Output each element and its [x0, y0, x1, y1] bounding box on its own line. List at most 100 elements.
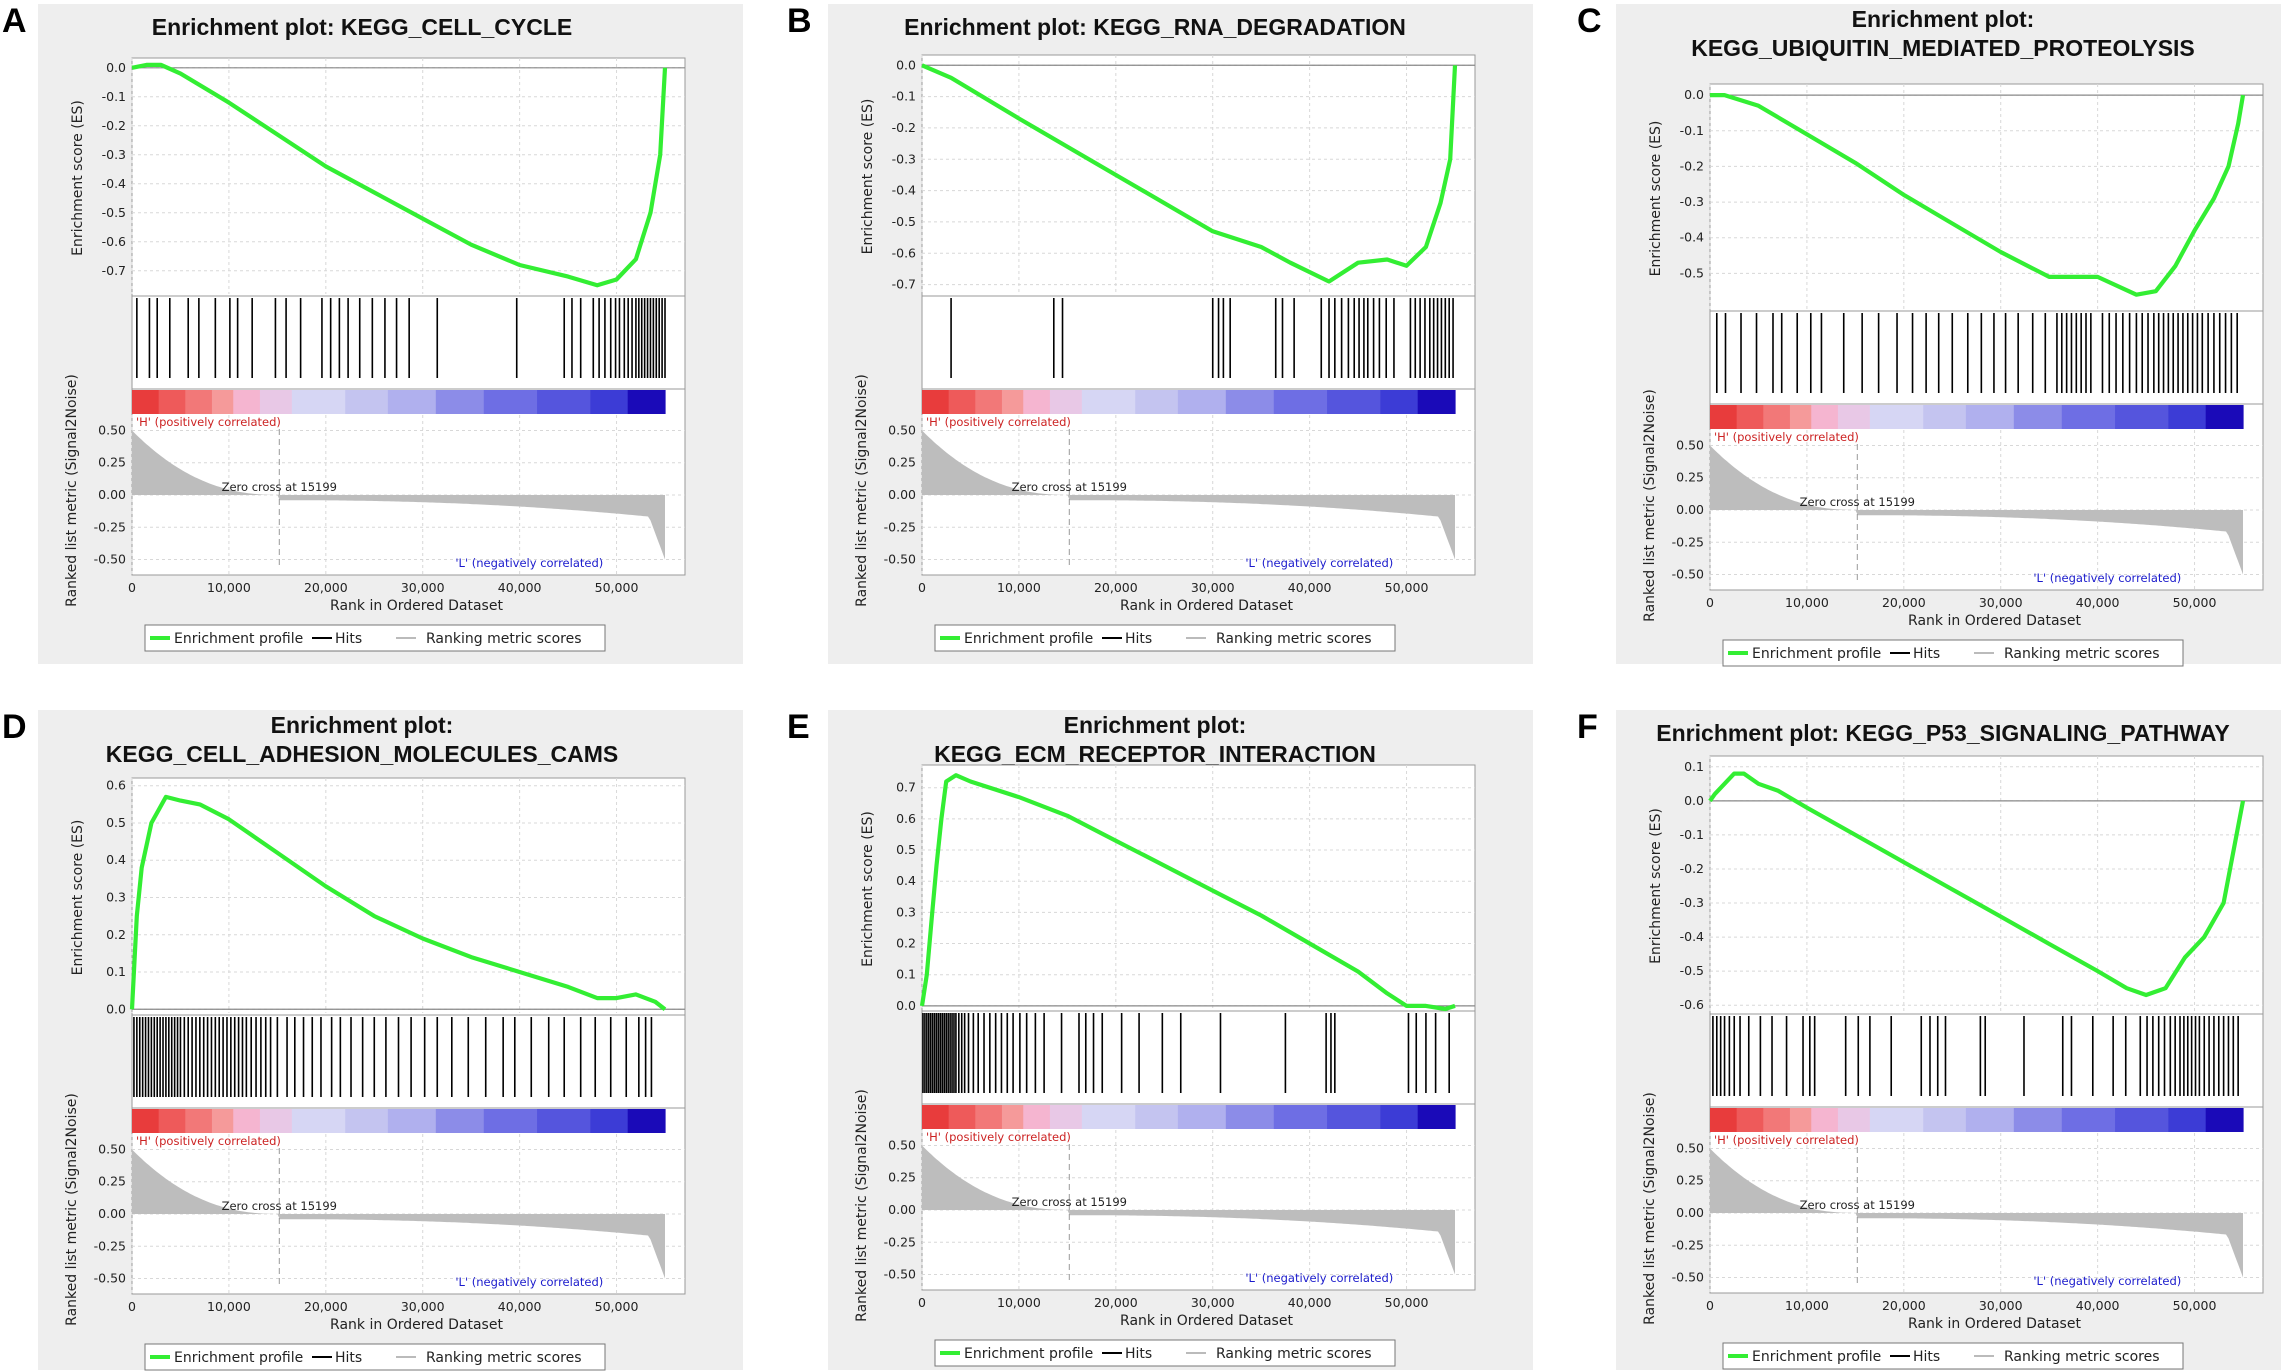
enrichment-profile-line [1710, 93, 2246, 297]
x-tick-label: 0 [1706, 1298, 1714, 1313]
legend-metric-label: Ranking metric scores [426, 631, 582, 647]
zero-cross-label: Zero cross at 15199 [1012, 1195, 1127, 1209]
es-tick-label: -0.7 [102, 263, 126, 278]
x-tick-label: 10,000 [207, 580, 251, 595]
metric-axis-label: Ranked list metric (Signal2Noise) [64, 1093, 80, 1326]
enrichment-profile-line [1708, 771, 2246, 998]
legend-metric-label: Ranking metric scores [426, 1350, 582, 1366]
heatmap-block [259, 390, 293, 414]
es-tick-label: 0.0 [1684, 793, 1704, 808]
heatmap-block [1001, 1105, 1024, 1129]
heatmap-block [233, 390, 261, 414]
x-tick-label: 50,000 [595, 1299, 639, 1314]
heatmap-block [291, 1109, 346, 1133]
heatmap-block [2061, 1108, 2116, 1132]
metric-tick-label: 0.50 [1676, 437, 1704, 452]
neg-correlated-label: 'L' (negatively correlated) [1245, 556, 1393, 570]
heatmap-block [1789, 405, 1812, 429]
metric-tick-label: 0.00 [1676, 1205, 1704, 1220]
es-tick-label: -0.3 [892, 151, 916, 166]
heatmap-block [1811, 1108, 1839, 1132]
es-tick-label: -0.4 [892, 183, 916, 198]
x-tick-label: 20,000 [1094, 580, 1138, 595]
heatmap-block [291, 390, 346, 414]
metric-axis-label: Ranked list metric (Signal2Noise) [64, 374, 80, 607]
heatmap-block [1380, 1105, 1419, 1129]
legend-enrichment-label: Enrichment profile [174, 1350, 303, 1366]
neg-correlated-label: 'L' (negatively correlated) [455, 556, 603, 570]
es-tick-label: -0.2 [892, 120, 916, 135]
es-tick-label: 0.1 [1684, 759, 1704, 774]
chart-title: Enrichment plot: KEGG_P53_SIGNALING_PATH… [1656, 720, 2229, 746]
heatmap-block [1023, 1105, 1051, 1129]
x-axis-label: Rank in Ordered Dataset [330, 1317, 503, 1333]
heatmap-block [537, 390, 591, 414]
x-axis-label: Rank in Ordered Dataset [1908, 613, 2081, 629]
ranking-metric-area [132, 1149, 665, 1279]
metric-tick-label: -0.25 [1672, 534, 1704, 549]
es-tick-label: -0.6 [892, 245, 916, 260]
es-tick-label: 0.0 [106, 1001, 126, 1016]
metric-tick-label: -0.25 [884, 1234, 916, 1249]
es-tick-label: 0.0 [1684, 87, 1704, 102]
zero-cross-label: Zero cross at 15199 [222, 1199, 337, 1213]
x-tick-label: 0 [128, 580, 136, 595]
pos-correlated-label: 'H' (positively correlated) [1714, 1133, 1859, 1147]
legend-enrichment-label: Enrichment profile [174, 631, 303, 647]
heatmap-block [1837, 405, 1871, 429]
es-tick-label: -0.4 [1680, 230, 1704, 245]
metric-tick-label: -0.50 [94, 1271, 126, 1286]
heatmap-block [1327, 390, 1381, 414]
es-tick-label: 0.2 [106, 927, 126, 942]
panel-letter: F [1577, 708, 1598, 746]
metric-tick-label: 0.50 [888, 422, 916, 437]
metric-tick-label: -0.50 [1672, 567, 1704, 582]
metric-axis-label: Ranked list metric (Signal2Noise) [1642, 389, 1658, 622]
x-tick-label: 50,000 [595, 580, 639, 595]
x-axis-label: Rank in Ordered Dataset [1120, 598, 1293, 614]
metric-tick-label: 0.25 [1676, 1173, 1704, 1188]
x-tick-label: 40,000 [498, 580, 542, 595]
es-axis-label: Enrichment score (ES) [70, 820, 86, 976]
neg-correlated-label: 'L' (negatively correlated) [2033, 1274, 2181, 1288]
es-tick-label: 0.1 [896, 967, 916, 982]
es-tick-label: -0.2 [1680, 158, 1704, 173]
enrichment-profile-line [919, 773, 1456, 1012]
es-tick-label: 0.6 [106, 778, 126, 793]
es-tick-label: -0.7 [892, 277, 916, 292]
metric-tick-label: 0.50 [888, 1137, 916, 1152]
heatmap-block [345, 1109, 389, 1133]
chart-title: Enrichment plot: [1064, 712, 1247, 738]
x-tick-label: 40,000 [1288, 580, 1332, 595]
heatmap-block [1177, 1105, 1227, 1129]
ranking-metric-area [132, 430, 665, 560]
heatmap-block [233, 1109, 261, 1133]
heatmap-block [2205, 405, 2244, 429]
heatmap-block [1001, 390, 1024, 414]
x-tick-label: 20,000 [304, 580, 348, 595]
es-tick-label: 0.6 [896, 811, 916, 826]
heatmap-block [948, 390, 976, 414]
heatmap-block [537, 1109, 591, 1133]
x-axis-label: Rank in Ordered Dataset [1908, 1316, 2081, 1332]
es-tick-label: -0.3 [1680, 194, 1704, 209]
chart-title: Enrichment plot: [1852, 6, 2035, 32]
es-tick-label: -0.5 [1680, 265, 1704, 280]
metric-tick-label: 0.00 [98, 1206, 126, 1221]
x-tick-label: 0 [1706, 595, 1714, 610]
heatmap-block [922, 390, 950, 414]
heatmap-block [627, 1109, 666, 1133]
x-tick-label: 50,000 [2173, 595, 2217, 610]
legend-box [144, 1343, 606, 1371]
es-tick-label: 0.4 [896, 873, 916, 888]
legend-box [934, 624, 1396, 652]
panel-d: D Enrichment plot: KEGG_CELL_ADHESION_MOLE… [2, 708, 743, 1371]
neg-correlated-label: 'L' (negatively correlated) [2033, 571, 2181, 585]
panel-b: B Enrichment plot: KEGG_RNA_DEGRADATION 0.… [787, 2, 1533, 664]
metric-tick-label: 0.50 [98, 422, 126, 437]
legend-enrichment-label: Enrichment profile [1752, 646, 1881, 662]
es-tick-label: 0.4 [106, 852, 126, 867]
metric-tick-label: -0.25 [1672, 1237, 1704, 1252]
es-tick-label: -0.1 [1680, 827, 1704, 842]
x-tick-label: 30,000 [1191, 580, 1235, 595]
